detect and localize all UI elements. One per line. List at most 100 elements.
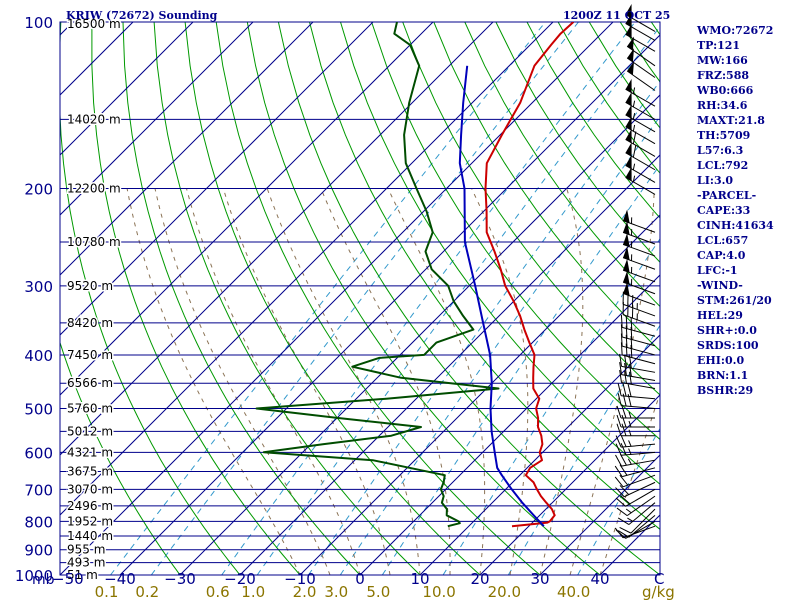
moist-adiabat [266,188,421,575]
stat-item: SHR+:0.0 [697,324,757,337]
height-label: 3070 m [67,482,113,496]
wind-barb [625,167,656,195]
height-label: 14020 m [67,112,121,126]
dry-adiabat [246,22,601,575]
mixing-ratio-line [110,22,546,575]
mixing-ratio-line [221,22,636,575]
height-label: 16500 m [67,17,121,31]
height-label: 9520 m [67,279,113,293]
wind-barb [625,91,656,120]
moist-adiabat [569,188,655,575]
stat-item: WB0:666 [697,84,754,97]
station-title: KRIW (72672) Sounding [66,9,218,22]
temperature-tick-label: −20 [224,570,256,588]
temperature-tick-label: 10 [410,570,429,588]
dry-adiabat [153,22,421,575]
pressure-label: 900 [24,542,53,560]
wind-barb [617,502,656,525]
height-label: 51 m [67,568,98,582]
stat-item: EHI:0.0 [697,354,745,367]
mixing-ratio-label: 40.0 [557,583,590,600]
isotherm-line [60,22,494,456]
height-label: 5012 m [67,424,113,438]
stat-item: SRDS:100 [697,339,759,352]
stat-item: TP:121 [697,39,741,52]
wind-barb [616,495,656,517]
isotherm-line [119,34,660,575]
stat-item: HEL:29 [697,309,743,322]
isotherm-line [479,394,660,575]
height-label: 4321 m [67,445,113,459]
wind-barb [619,362,656,382]
wind-barb [625,104,656,133]
isotherm-line [60,22,194,156]
stat-item: LFC:-1 [697,264,738,277]
isotherm-line [539,454,660,575]
isotherms [0,22,660,575]
isotherm-line [60,22,434,396]
stat-item: STM:261/20 [697,294,772,307]
wind-barb [614,474,656,488]
moist-adiabat [471,188,529,575]
wind-barb [617,393,656,410]
sounding-series [255,22,575,528]
isotherm-line [60,22,254,216]
wind-barb [615,488,656,507]
mixing-ratio-label: 3.0 [324,583,348,600]
wind-barb [622,258,656,283]
mixing-ratio-label: 1.0 [241,583,265,600]
wind-barb [622,246,656,270]
plot-frame [59,21,661,576]
pressure-label: 500 [24,401,53,419]
dry-adiabat [91,22,301,575]
stat-item: MAXT:21.8 [697,114,765,127]
stat-item: MW:166 [697,54,748,67]
observation-time: 1200Z 11 OCT 25 [563,9,671,22]
wind-barbs [614,4,656,539]
height-label: 10780 m [67,235,121,249]
wind-barb [626,61,656,91]
stat-item: CAPE:33 [697,204,751,217]
wind-barb [626,36,656,67]
wind-barb [614,464,656,478]
wind-barb [616,414,655,428]
stat-item: WMO:72672 [697,24,774,37]
isobars [59,21,661,576]
wind-barb [619,508,656,534]
pressure-label: 100 [24,14,53,32]
mixing-ratio-label: 20.0 [488,583,521,600]
mixing-ratio-line [339,115,660,575]
dry-adiabat [122,22,361,575]
wind-barb [625,23,656,52]
temperature-tick-label: 30 [530,570,549,588]
stat-item: TH:5709 [697,129,751,142]
pressure-label: 400 [24,347,53,365]
wind-barb [616,405,655,419]
isotherm-line [60,22,314,276]
wind-barb [615,453,656,467]
temperature-tick-label: −10 [284,570,316,588]
isotherm-line [0,22,13,575]
wind-barb [619,370,656,389]
wind-barb [620,333,656,356]
mixing-ratio-label: 0.1 [95,583,119,600]
wind-barb [626,48,656,78]
height-label: 5760 m [67,402,113,416]
wind-barb [619,353,656,373]
temperature-tick-label: 0 [355,570,365,588]
height-label: 955 m [67,543,105,557]
stat-item: CINH:41634 [697,219,774,232]
stats-panel: WMO:72672 TP:121 MW:166 FRZ:588 WB0:666 RH:34… [697,23,800,398]
stat-item: L57:6.3 [697,144,744,157]
pressure-label: 300 [24,278,53,296]
height-label: 3675 m [67,465,113,479]
temperature-profile [484,22,575,528]
stat-item: BSHR:29 [697,384,754,397]
pressure-label: 700 [24,481,53,499]
height-label: 1440 m [67,529,113,543]
isotherm-line [179,94,660,575]
wind-barb [625,129,656,157]
dry-adiabats [60,22,660,575]
stat-item: LCL:792 [697,159,749,172]
